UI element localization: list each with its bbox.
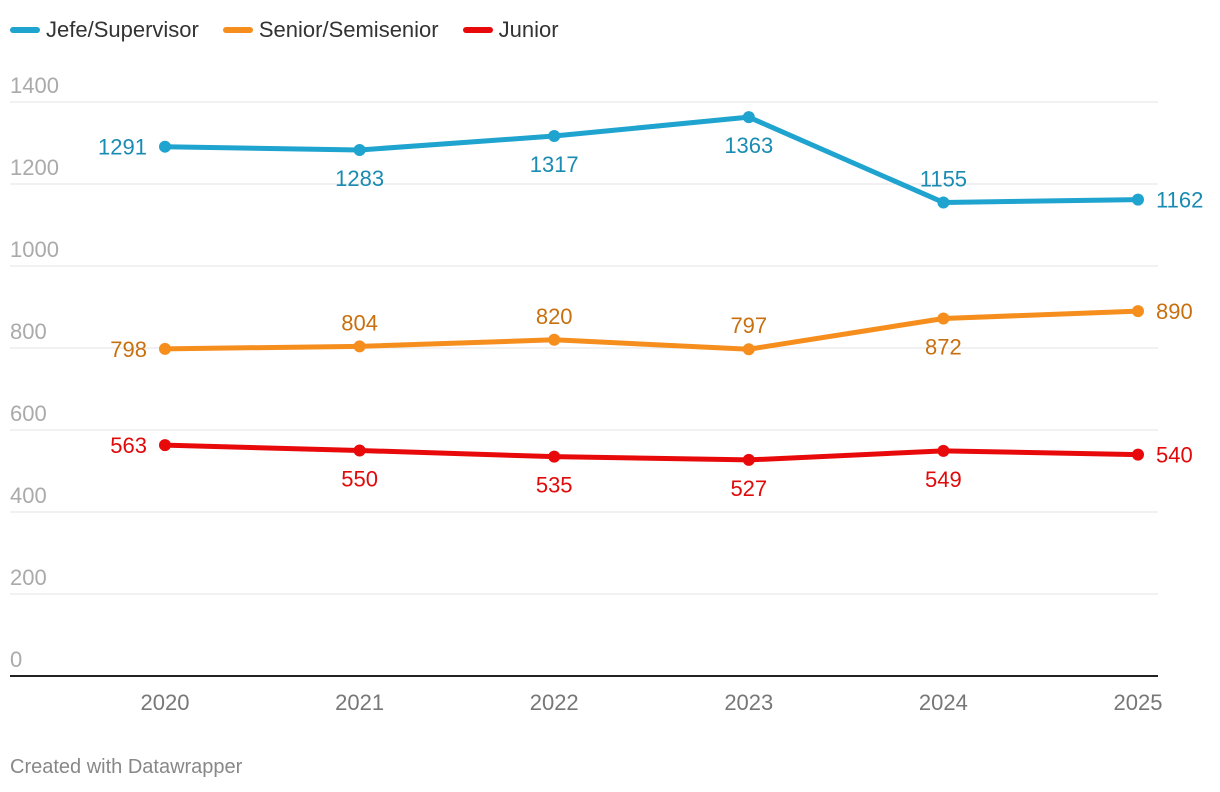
legend-label-junior: Junior: [498, 17, 559, 42]
series-line-jefe-supervisor: [162, 114, 1141, 205]
series-line-junior: [162, 442, 1141, 463]
x-tick-label-2025: 2025: [1114, 690, 1163, 715]
data-point-senior-semisenior-2024: [937, 312, 950, 325]
data-label-senior-semisenior-2023: 797: [730, 313, 767, 338]
data-point-senior-semisenior-2020: [159, 342, 171, 355]
data-point-junior-2022: [548, 450, 561, 463]
data-label-senior-semisenior-2024: 872: [925, 334, 962, 359]
y-tick-label-400: 400: [10, 483, 47, 508]
data-point-jefe-supervisor-2022: [548, 130, 561, 143]
y-tick-label-0: 0: [10, 647, 22, 672]
legend-item-senior: Senior/Semisenior: [222, 17, 439, 43]
legend-label-jefe: Jefe/Supervisor: [46, 17, 199, 42]
legend-swatch-junior: [462, 27, 493, 33]
footer-credit: Created with Datawrapper: [10, 756, 243, 778]
y-tick-label-1200: 1200: [10, 155, 59, 180]
x-tick-label-2022: 2022: [530, 690, 579, 715]
x-tick-label-2021: 2021: [335, 690, 384, 715]
data-point-junior-2023: [742, 453, 755, 466]
legend-item-junior: Junior: [462, 17, 559, 43]
data-label-senior-semisenior-2022: 820: [536, 304, 573, 329]
data-point-junior-2020: [159, 439, 171, 452]
legend-swatch-jefe: [10, 27, 40, 33]
data-label-junior-2025: 540: [1156, 443, 1193, 468]
data-point-junior-2025: [1132, 448, 1144, 461]
data-point-senior-semisenior-2021: [353, 340, 366, 353]
y-tick-label-600: 600: [10, 401, 47, 426]
data-point-senior-semisenior-2023: [742, 343, 755, 356]
data-point-jefe-supervisor-2020: [159, 140, 171, 153]
data-point-junior-2021: [353, 444, 366, 457]
x-tick-label-2023: 2023: [724, 690, 773, 715]
data-label-jefe-supervisor-2022: 1317: [530, 152, 579, 177]
data-label-jefe-supervisor-2020: 1291: [98, 135, 147, 160]
legend: Jefe/Supervisor Senior/Semisenior Junior: [10, 14, 583, 46]
data-label-junior-2022: 535: [536, 473, 573, 498]
y-tick-label-800: 800: [10, 319, 47, 344]
series-line-senior-semisenior: [162, 308, 1141, 352]
data-point-senior-semisenior-2025: [1132, 305, 1144, 318]
data-label-jefe-supervisor-2021: 1283: [335, 166, 384, 191]
data-label-senior-semisenior-2021: 804: [341, 310, 378, 335]
legend-swatch-senior: [222, 27, 253, 33]
data-point-junior-2024: [937, 444, 950, 457]
data-label-junior-2023: 527: [730, 476, 767, 501]
data-label-junior-2021: 550: [341, 467, 378, 492]
data-label-jefe-supervisor-2025: 1162: [1156, 188, 1203, 213]
y-tick-label-1000: 1000: [10, 237, 59, 262]
data-label-jefe-supervisor-2023: 1363: [724, 133, 773, 158]
x-tick-label-2020: 2020: [141, 690, 190, 715]
data-point-jefe-supervisor-2021: [353, 143, 366, 156]
data-label-senior-semisenior-2025: 890: [1156, 299, 1193, 324]
data-point-jefe-supervisor-2025: [1132, 193, 1144, 206]
data-point-jefe-supervisor-2024: [937, 196, 950, 209]
data-label-junior-2020: 563: [110, 433, 147, 458]
data-point-senior-semisenior-2022: [548, 333, 561, 346]
x-tick-label-2024: 2024: [919, 690, 968, 715]
legend-item-jefe: Jefe/Supervisor: [10, 17, 199, 43]
data-label-senior-semisenior-2020: 798: [110, 337, 147, 362]
data-label-jefe-supervisor-2024: 1155: [920, 166, 967, 191]
y-tick-label-200: 200: [10, 565, 47, 590]
data-point-jefe-supervisor-2023: [742, 111, 755, 124]
legend-label-senior: Senior/Semisenior: [258, 17, 439, 42]
data-label-junior-2024: 549: [925, 467, 962, 492]
y-tick-label-1400: 1400: [10, 73, 59, 98]
